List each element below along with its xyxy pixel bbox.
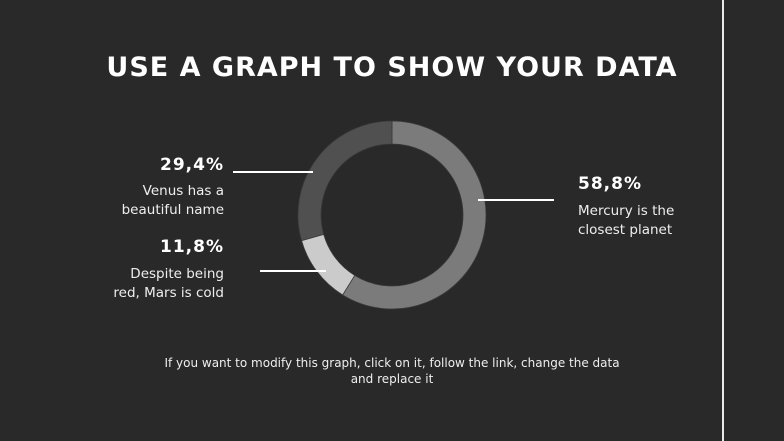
donut-slice-mercury[interactable]	[342, 120, 487, 310]
footer-note: If you want to modify this graph, click …	[164, 356, 620, 386]
venus-percent-label: 29,4%	[160, 155, 224, 175]
mars-description: Despite being red, Mars is cold	[113, 266, 224, 301]
mars-leader-line	[260, 270, 326, 272]
venus-description: Venus has a beautiful name	[121, 183, 224, 218]
mercury-description: Mercury is the closest planet	[578, 203, 675, 238]
page-title: USE A GRAPH TO SHOW YOUR DATA	[106, 52, 678, 83]
donut-slice-mars[interactable]	[301, 233, 356, 296]
mercury-leader-line	[478, 199, 554, 201]
mars-percent-label: 11,8%	[160, 237, 224, 257]
decorative-vertical-line	[722, 0, 724, 441]
mercury-percent-label: 58,8%	[578, 174, 642, 194]
donut-slice-venus[interactable]	[297, 120, 393, 242]
venus-leader-line	[233, 171, 313, 173]
